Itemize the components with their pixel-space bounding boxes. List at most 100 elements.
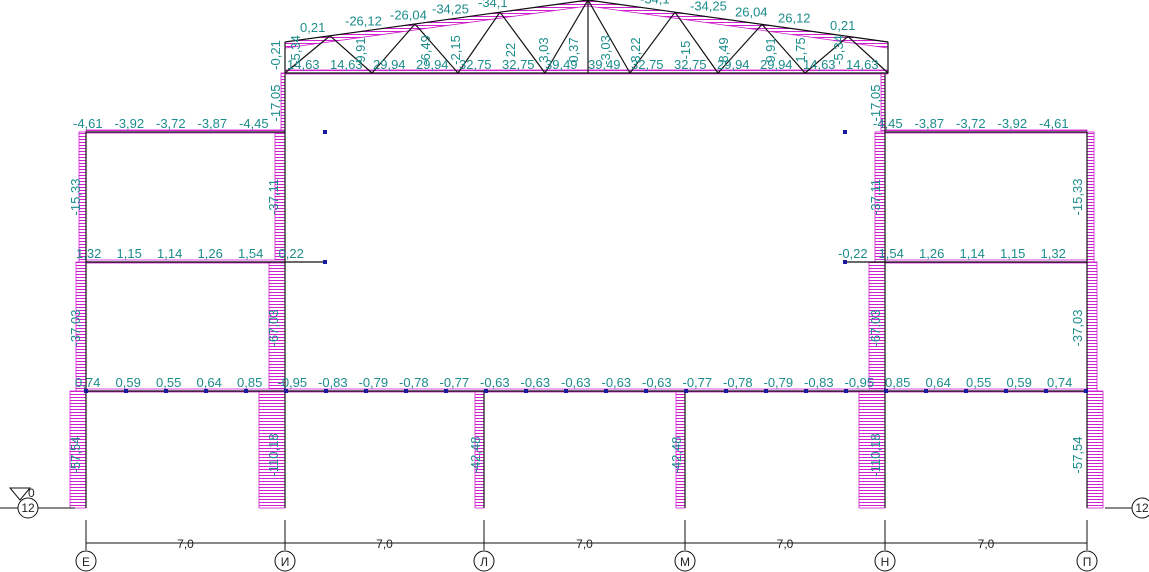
force-label: -3,92 [115, 116, 145, 131]
force-label: 9,91 [353, 37, 368, 62]
force-label: 1,26 [919, 246, 944, 261]
force-label: -34,25 [432, 2, 469, 17]
force-label: -0,63 [521, 375, 551, 390]
force-label: -5,34 [288, 35, 303, 65]
force-label: -0,79 [359, 375, 389, 390]
axis-label: Н [881, 555, 890, 569]
force-label: 0,21 [830, 18, 855, 33]
force-label: 1,54 [238, 246, 263, 261]
force-label: -3,72 [156, 116, 186, 131]
force-label: 0,85 [237, 375, 262, 390]
node [323, 260, 327, 264]
force-label: -110,18 [266, 433, 281, 476]
node [843, 130, 847, 134]
axis-label: Е [82, 555, 90, 569]
dimension: 7,0 [576, 537, 593, 551]
force-label: -15,33 [68, 179, 83, 216]
dimension: 7,0 [978, 537, 995, 551]
force-label: -67,03 [868, 310, 883, 347]
force-label: -0,83 [318, 375, 348, 390]
force-label: 29,94 [373, 57, 406, 72]
force-label: -0,79 [764, 375, 794, 390]
force-label: 32,75 [502, 57, 535, 72]
force-label: -3,03 [598, 35, 613, 65]
level-label: 12 [1135, 501, 1149, 515]
axis-label: Л [480, 555, 488, 569]
force-label: -4,45 [239, 116, 269, 131]
force-label: -57,54 [68, 437, 83, 474]
axis-label: П [1083, 555, 1092, 569]
force-hatch [1087, 132, 1094, 262]
dimension: 7,0 [777, 537, 794, 551]
force-label: -34,1 [640, 0, 670, 6]
force-label: 0,55 [156, 375, 181, 390]
force-label: -2,15 [448, 35, 463, 65]
force-label: -42,48 [669, 437, 684, 474]
force-label: 1,26 [198, 246, 223, 261]
force-label: -0,63 [602, 375, 632, 390]
force-label: 1,32 [1041, 246, 1066, 261]
force-hatch [1087, 262, 1097, 391]
force-label: 0,22 [279, 246, 304, 261]
force-label: 0,64 [926, 375, 951, 390]
force-label: 1,14 [157, 246, 182, 261]
force-label: 8,49 [716, 37, 731, 62]
force-label: -26,04 [390, 7, 427, 22]
force-label: -37,03 [1070, 310, 1085, 347]
force-label: 0,74 [75, 375, 100, 390]
force-label: -17,05 [268, 85, 283, 122]
force-label: -6,49 [418, 35, 433, 65]
force-label: -34,1 [478, 0, 508, 10]
force-label: -3,87 [915, 116, 945, 131]
force-label: -0,83 [804, 375, 834, 390]
force-label: -3,72 [956, 116, 986, 131]
node [323, 130, 327, 134]
force-label: -15,33 [1070, 179, 1085, 216]
force-label: -3,92 [998, 116, 1028, 131]
force-label: 0,59 [1007, 375, 1032, 390]
force-label: 1,15 [117, 246, 142, 261]
force-label: -0,77 [683, 375, 713, 390]
force-label: -0,63 [480, 375, 510, 390]
force-label: -110,18 [868, 433, 883, 476]
level-mark: 0 [28, 486, 35, 500]
force-label: -37,11 [266, 179, 281, 215]
force-label: 0,55 [966, 375, 991, 390]
force-label: 0,21 [300, 20, 325, 35]
drawing: -4,61-3,92-3,72-3,87-4,45-4,45-3,87-3,72… [0, 0, 1149, 571]
force-label: -37,11 [868, 179, 883, 215]
force-label: 0,59 [116, 375, 141, 390]
level-label: 12 [21, 501, 35, 515]
force-label: -0,22 [838, 246, 868, 261]
force-label: 26,12 [778, 11, 811, 26]
force-label: 9,91 [763, 37, 778, 62]
force-label: -17,05 [868, 85, 883, 122]
force-label: 1,15 [1000, 246, 1025, 261]
axis-label: М [680, 555, 690, 569]
force-label: -4,61 [1039, 116, 1069, 131]
frame-diagram: -4,61-3,92-3,72-3,87-4,45-4,45-3,87-3,72… [0, 0, 1149, 572]
dimension: 7,0 [376, 537, 393, 551]
force-label: -37,03 [68, 310, 83, 347]
force-label: -15 [678, 41, 693, 60]
force-label: -4,61 [73, 116, 103, 131]
force-label: 0,37 [566, 37, 581, 62]
force-hatch [1087, 391, 1103, 508]
force-label: 3,22 [628, 37, 643, 62]
force-label: -0,95 [845, 375, 875, 390]
force-label: -0,78 [723, 375, 753, 390]
force-label: 0,74 [1047, 375, 1072, 390]
force-label: -42,48 [468, 437, 483, 474]
force-label: 0,85 [885, 375, 910, 390]
force-label: -5,34 [831, 35, 846, 65]
force-label: 1,54 [879, 246, 904, 261]
force-label: 14,63 [846, 57, 879, 72]
force-label: -57,54 [1070, 437, 1085, 474]
force-label: -0,95 [278, 375, 308, 390]
force-label: 26,04 [735, 5, 768, 20]
force-label: -0,21 [268, 40, 283, 70]
force-label: 0,64 [197, 375, 222, 390]
force-label: -0,63 [642, 375, 672, 390]
force-label: 1,14 [960, 246, 985, 261]
dimension: 7,0 [177, 537, 194, 551]
